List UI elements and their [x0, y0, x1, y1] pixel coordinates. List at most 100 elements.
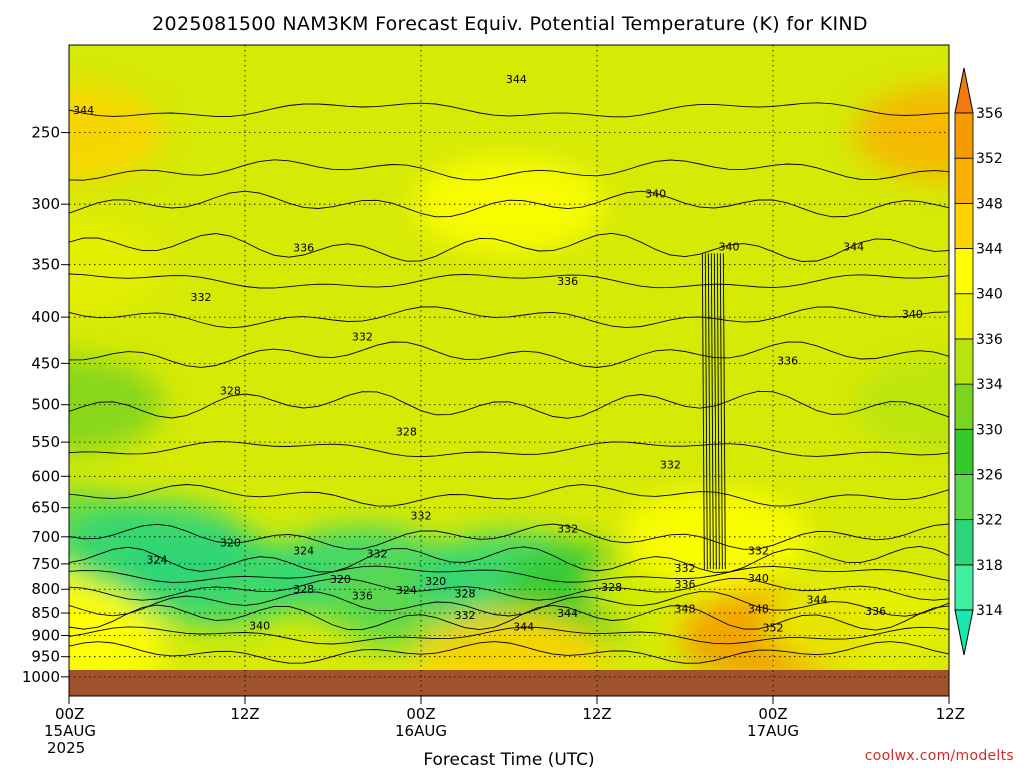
y-tick-label-400: 400 [31, 308, 60, 326]
y-tick-label-250: 250 [31, 124, 60, 142]
contour-line-vertical-6 [719, 253, 723, 570]
y-tick-label-550: 550 [31, 433, 60, 451]
contour-line-vertical-2 [707, 253, 711, 570]
contour-line-0 [69, 102, 949, 118]
colorbar: 314 318 322 326 330 334 336 340 344 348 352 356 [954, 67, 1003, 656]
contour-label-31: 344 [807, 593, 828, 606]
contour-label-28: 328 [455, 588, 476, 601]
y-tick-label-850: 850 [31, 604, 60, 622]
contour-label-33: 348 [748, 602, 769, 615]
contour-label-34: 336 [865, 605, 886, 618]
x-tick-year-0: 2025 [47, 739, 85, 757]
x-tick-date-0: 15AUG [44, 722, 96, 740]
contour-label-12: 328 [396, 425, 417, 438]
colorbar-segment-314 [954, 564, 974, 611]
colorbar-label-356: 356 [976, 106, 1003, 122]
field-sample-2 [69, 356, 164, 453]
contour-line-vertical-7 [722, 253, 726, 570]
contour-label-19: 332 [367, 547, 388, 560]
colorbar-segment-344 [954, 202, 974, 249]
contour-label-5: 344 [843, 240, 864, 253]
contour-label-39: 352 [763, 622, 784, 635]
y-axis: 250 300 350 400 450 500 550 600 650 700 750 800 850 9… [22, 124, 69, 686]
contour-line-9 [69, 484, 949, 507]
contour-line-1 [69, 159, 949, 181]
x-tick-label-48: 00Z [758, 705, 787, 723]
contour-line-17 [69, 641, 949, 664]
contour-label-24: 336 [675, 578, 696, 591]
colorbar-label-334: 334 [976, 377, 1003, 393]
y-tick-label-700: 700 [31, 528, 60, 546]
contour-label-21: 332 [675, 562, 696, 575]
colorbar-segment-322 [954, 474, 974, 521]
x-tick-label-0: 00Z [55, 705, 84, 723]
contour-label-23: 340 [748, 572, 769, 585]
y-tick-label-300: 300 [31, 195, 60, 213]
contour-label-11: 328 [220, 384, 241, 397]
colorbar-label-318: 318 [976, 558, 1003, 574]
contour-label-22: 320 [330, 573, 351, 586]
contour-label-20: 332 [748, 545, 769, 558]
y-tick-label-750: 750 [31, 555, 60, 573]
x-tick-label-36: 12Z [582, 705, 611, 723]
contour-line-12 [69, 565, 949, 583]
colorbar-label-314: 314 [976, 603, 1003, 619]
y-tick-label-450: 450 [31, 354, 60, 372]
y-tick-label-350: 350 [31, 256, 60, 274]
y-tick-label-600: 600 [31, 467, 60, 485]
contour-label-18: 324 [147, 554, 168, 567]
contour-lines [69, 102, 949, 664]
y-tick-label-950: 950 [31, 648, 60, 666]
colorbar-segment-326 [954, 428, 974, 475]
colorbar-label-322: 322 [976, 513, 1003, 529]
contour-line-vertical-0 [701, 253, 705, 570]
x-tick-date-48: 17AUG [747, 722, 799, 740]
contour-label-30: 336 [352, 590, 373, 603]
plot-area: 344 344 340 336 340 344 332 336 340 332 336 328 328 3… [69, 45, 949, 696]
contour-line-15 [69, 604, 949, 631]
field-sample-15 [766, 574, 949, 671]
contour-label-10: 336 [777, 355, 798, 368]
contour-line-10 [69, 523, 949, 550]
colorbar-segment-330 [954, 383, 974, 430]
contour-label-26: 328 [293, 583, 314, 596]
chart-title: 2025081500 NAM3KM Forecast Equiv. Potent… [152, 13, 868, 35]
contour-label-17: 324 [293, 545, 314, 558]
field-sample-0 [69, 84, 164, 181]
contour-line-11 [69, 545, 949, 573]
contour-line-vertical-5 [716, 253, 720, 570]
contour-label-32: 348 [675, 602, 696, 615]
contour-line-6 [69, 341, 949, 368]
y-tick-label-800: 800 [31, 580, 60, 598]
field-sample-17 [854, 356, 949, 453]
contour-label-29: 328 [601, 581, 622, 594]
contour-line-vertical-3 [710, 253, 714, 570]
contour-label-8: 340 [902, 308, 923, 321]
contour-label-35: 332 [455, 609, 476, 622]
contour-label-4: 340 [719, 240, 740, 253]
x-tick-label-24: 00Z [406, 705, 435, 723]
plot-frame [68, 44, 950, 697]
colorbar-segment-334 [954, 338, 974, 385]
contour-line-14 [69, 591, 949, 617]
contour-label-36: 344 [557, 607, 578, 620]
colorbar-segment-318 [954, 519, 974, 566]
contour-line-13 [69, 578, 949, 601]
grid-lines [69, 45, 949, 696]
y-tick-label-1000: 1000 [22, 668, 60, 686]
colorbar-label-336: 336 [976, 332, 1003, 348]
field-sample-1 [69, 216, 164, 313]
x-axis-title: Forecast Time (UTC) [423, 750, 594, 768]
y-tick-label-500: 500 [31, 396, 60, 414]
surface-below-ground [69, 670, 949, 696]
contour-label-3: 336 [293, 242, 314, 255]
contour-label-14: 332 [411, 509, 432, 522]
contour-label-38: 340 [249, 619, 270, 632]
contour-label-2: 340 [645, 188, 666, 201]
colorbar-label-348: 348 [976, 196, 1003, 212]
credit-text: coolwx.com/modelts [865, 748, 1014, 764]
contour-line-8 [69, 441, 949, 458]
contour-line-7 [69, 390, 949, 419]
